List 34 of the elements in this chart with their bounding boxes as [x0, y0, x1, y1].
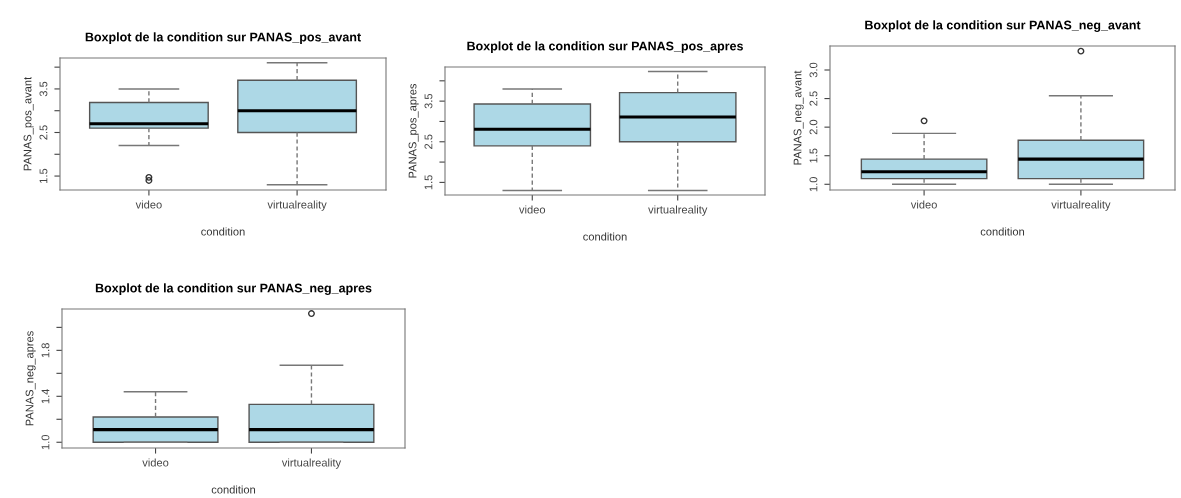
- y-tick-label: 1.8: [41, 343, 50, 358]
- chart-title: Boxplot de la condition sur PANAS_pos_apres: [467, 41, 743, 53]
- y-tick-label: 2.5: [809, 91, 818, 106]
- y-tick-label: 1.5: [39, 168, 48, 183]
- y-tick-label: 1.5: [809, 148, 818, 163]
- x-axis-title: condition: [583, 232, 627, 241]
- x-tick-label: video: [142, 458, 169, 467]
- x-tick-label: virtualreality: [281, 458, 342, 469]
- y-tick-label: 3.0: [809, 62, 818, 78]
- x-tick-label: video: [519, 205, 546, 214]
- x-axis-title: condition: [211, 485, 256, 494]
- x-tick-label: video: [135, 200, 162, 209]
- chart-title: Boxplot de la condition sur PANAS_pos_avant: [85, 32, 361, 44]
- y-axis-title: PANAS_neg_avant: [793, 70, 804, 165]
- y-tick-label: 2.5: [39, 125, 48, 140]
- y-axis-title: PANAS_pos_apres: [408, 83, 419, 178]
- x-tick-label: video: [910, 200, 937, 209]
- x-tick-label: virtualreality: [267, 200, 327, 211]
- x-axis-title: condition: [201, 227, 245, 236]
- x-axis-title: condition: [980, 227, 1025, 236]
- y-tick-label: 1.4: [41, 388, 50, 404]
- y-tick-label: 2.5: [424, 134, 433, 149]
- chart-title: Boxplot de la condition sur PANAS_neg_apres: [95, 283, 372, 295]
- y-tick-label: 1.0: [809, 177, 818, 192]
- y-tick-label: 1.0: [41, 434, 50, 450]
- y-tick-label: 3.5: [39, 81, 48, 97]
- x-tick-label: virtualreality: [648, 205, 708, 216]
- chart-title: Boxplot de la condition sur PANAS_neg_avant: [865, 20, 1141, 32]
- x-tick-label: virtualreality: [1051, 200, 1111, 211]
- y-axis-title: PANAS_neg_apres: [25, 331, 36, 426]
- y-tick-label: 3.5: [424, 93, 433, 109]
- y-axis-title: PANAS_pos_avant: [23, 76, 34, 171]
- y-tick-label: 1.5: [424, 175, 433, 190]
- y-tick-label: 2.0: [809, 119, 818, 135]
